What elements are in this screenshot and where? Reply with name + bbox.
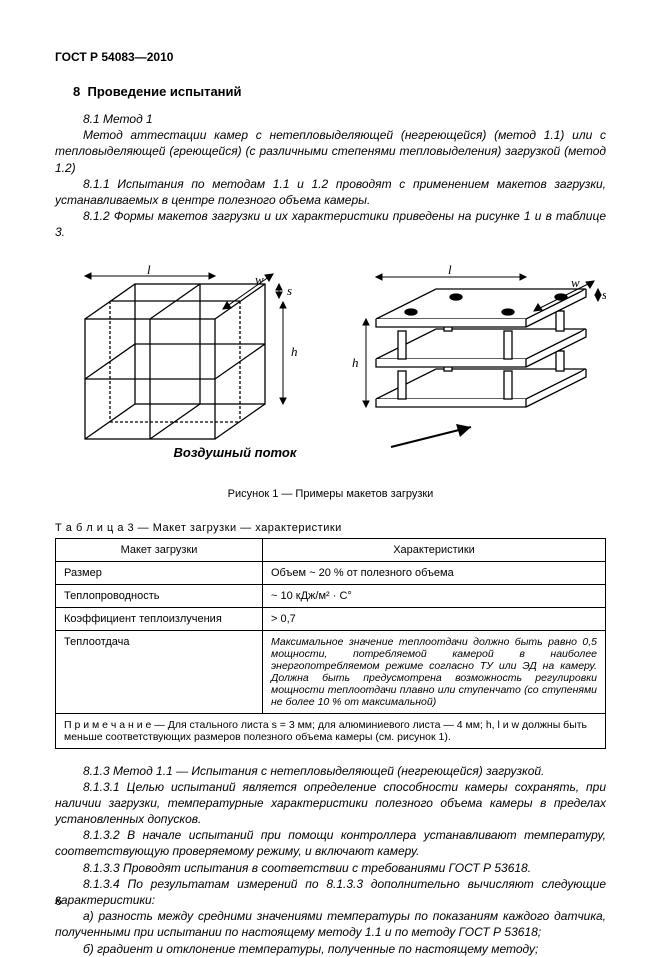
dim-w2: w <box>571 275 580 290</box>
p-8-1-3: 8.1.3 Метод 1.1 — Испытания с нетепловыд… <box>55 763 606 779</box>
p-8-1-3-4: 8.1.3.4 По результатам измерений по 8.1.… <box>55 876 606 908</box>
p-8-1-text: Метод аттестации камер с нетепловыделяющ… <box>55 127 606 176</box>
table-3: Макет загрузки Характеристики Размер Объ… <box>55 538 606 749</box>
figure-cube: l w s h <box>55 264 315 459</box>
figure-1: l w s h <box>55 259 606 459</box>
body-text: 8.1.3 Метод 1.1 — Испытания с нетепловыд… <box>55 763 606 957</box>
r4c2: Максимальное значение теплоотдачи должно… <box>263 630 606 713</box>
p-8-1-3-2: 8.1.3.2 В начале испытаний при помощи ко… <box>55 827 606 859</box>
p-b: б) градиент и отклонение температуры, по… <box>55 941 606 957</box>
r1c1: Размер <box>56 561 263 584</box>
th-2: Характеристики <box>263 538 606 561</box>
p-8-1-3-1: 8.1.3.1 Целью испытаний является определ… <box>55 779 606 828</box>
table-note: П р и м е ч а н и е — Для стального лист… <box>56 713 606 748</box>
section-num: 8 <box>73 84 80 99</box>
p-8-1: 8.1 Метод 1 <box>55 111 606 127</box>
p-8-1-2: 8.1.2 Формы макетов загрузки и их характ… <box>55 208 606 240</box>
dim-l: l <box>147 264 151 277</box>
section-title: 8 Проведение испытаний <box>55 84 606 99</box>
dim-s: s <box>287 283 292 298</box>
table-title: Т а б л и ц а 3 — Макет загрузки — харак… <box>55 522 606 534</box>
figure-plates: l w s h <box>336 259 606 459</box>
r1c2: Объем ~ 20 % от полезного объема <box>263 561 606 584</box>
r2c2: ~ 10 кДж/м² · С° <box>263 584 606 607</box>
dim-h: h <box>291 344 298 359</box>
r3c1: Коэффициент теплоизлучения <box>56 607 263 630</box>
dim-h2: h <box>352 355 359 370</box>
section-name: Проведение испытаний <box>87 84 241 99</box>
doc-header: ГОСТ Р 54083—2010 <box>55 50 606 64</box>
dim-s2: s <box>602 287 606 302</box>
r4c1: Теплоотдача <box>56 630 263 713</box>
r2c1: Теплопроводность <box>56 584 263 607</box>
p-8-1-1: 8.1.1 Испытания по методам 1.1 и 1.2 про… <box>55 176 606 208</box>
figure-caption: Рисунок 1 — Примеры макетов загрузки <box>55 488 606 500</box>
dim-w: w <box>255 272 264 287</box>
th-1: Макет загрузки <box>56 538 263 561</box>
page-number: 6 <box>55 894 62 908</box>
dim-l2: l <box>448 262 452 277</box>
r3c2: > 0,7 <box>263 607 606 630</box>
air-flow-label: Воздушный поток <box>174 445 297 460</box>
p-8-1-3-3: 8.1.3.3 Проводят испытания в соответстви… <box>55 860 606 876</box>
